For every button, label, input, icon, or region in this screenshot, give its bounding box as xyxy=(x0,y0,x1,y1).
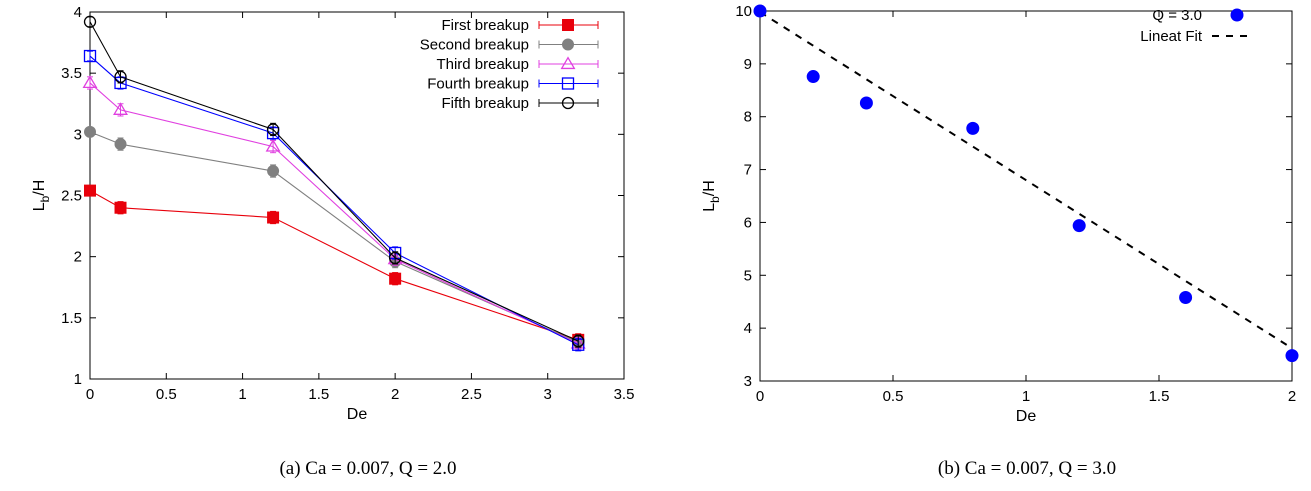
y-axis-label-tail: /H xyxy=(701,180,718,196)
y-tick-label: 1.5 xyxy=(61,310,82,327)
x-tick-label: 2.5 xyxy=(461,386,482,403)
legend-label: Q = 3.0 xyxy=(1152,7,1202,24)
data-point xyxy=(806,70,820,84)
data-point xyxy=(114,201,127,214)
x-tick-label: 1 xyxy=(1022,388,1030,405)
y-axis-label-sub: b xyxy=(708,196,722,203)
data-point xyxy=(267,165,280,178)
data-point xyxy=(266,123,280,136)
legend-label: First breakup xyxy=(441,17,529,34)
y-tick-label: 3 xyxy=(744,373,752,390)
caption-b: (b) Ca = 0.007, Q = 3.0 xyxy=(938,458,1116,479)
x-tick-label: 0.5 xyxy=(156,386,177,403)
legend: First breakup Second breakup Third breakup… xyxy=(420,17,599,112)
data-point xyxy=(83,49,97,63)
legend-marker xyxy=(561,77,575,90)
legend-label: Second breakup xyxy=(420,37,529,54)
legend-label: Fourth breakup xyxy=(427,76,529,93)
data-point xyxy=(114,70,127,83)
data-point xyxy=(1179,290,1193,304)
data-point xyxy=(389,272,402,285)
x-tick-label: 0.5 xyxy=(883,388,904,405)
caption-a: (a) Ca = 0.007, Q = 2.0 xyxy=(279,458,456,479)
panel-b: 0 0.5 1 1.5 2 3 4 5 6 7 8 9 10 De Lb/H Q = 3.0 Lineat Fi… xyxy=(655,0,1311,486)
series-line xyxy=(89,82,579,345)
data-point xyxy=(1285,349,1299,363)
y-tick-label: 5 xyxy=(744,267,752,284)
series-fit xyxy=(759,11,1293,350)
series-2 xyxy=(84,125,585,349)
x-tick-label: 3 xyxy=(544,386,552,403)
y-tick-label: 10 xyxy=(735,3,752,20)
chart-a: 0 0.5 1 1.5 2 2.5 3 3.5 1 1.5 2 2.5 3 3.5 4 De Lb/H First… xyxy=(31,4,635,479)
data-point xyxy=(113,102,128,115)
data-point xyxy=(859,96,873,110)
x-tick-label: 1.5 xyxy=(308,386,329,403)
panel-a: 0 0.5 1 1.5 2 2.5 3 3.5 1 1.5 2 2.5 3 3.5 4 De Lb/H First… xyxy=(0,0,650,486)
data-point xyxy=(267,211,280,224)
x-axis-label: De xyxy=(347,406,368,423)
data-point xyxy=(753,4,767,18)
y-tick-label: 1 xyxy=(74,371,82,388)
y-tick-label: 7 xyxy=(744,162,752,179)
x-tick-label: 0 xyxy=(86,386,94,403)
series-points xyxy=(753,4,1299,363)
data-point xyxy=(114,138,127,151)
legend-marker xyxy=(562,19,574,31)
y-tick-label: 6 xyxy=(744,214,752,231)
y-tick-label: 3.5 xyxy=(61,65,82,82)
fit-line xyxy=(759,11,1293,350)
y-axis-label: Lb/H xyxy=(701,180,722,212)
legend-marker xyxy=(562,38,574,51)
data-point xyxy=(84,184,96,197)
data-point xyxy=(84,125,96,138)
y-tick-label: 3 xyxy=(74,126,82,143)
data-point xyxy=(388,251,402,265)
data-point xyxy=(82,75,98,89)
y-axis-label: Lb/H xyxy=(31,180,52,212)
y-axis-label-tail: /H xyxy=(31,180,48,196)
y-tick-label: 2.5 xyxy=(61,188,82,205)
data-point xyxy=(83,15,97,28)
data-point xyxy=(265,138,281,152)
y-tick-label: 9 xyxy=(744,56,752,73)
x-tick-label: 1 xyxy=(238,386,246,403)
data-point xyxy=(572,334,585,348)
legend: Q = 3.0 Lineat Fit xyxy=(1140,7,1253,45)
x-axis-label: De xyxy=(1016,408,1037,425)
legend-marker xyxy=(1230,8,1244,22)
y-axis-label-main: L xyxy=(31,202,48,211)
x-tick-label: 2 xyxy=(391,386,399,403)
legend-label: Lineat Fit xyxy=(1140,28,1203,45)
x-tick-label: 3.5 xyxy=(614,386,635,403)
x-tick-label: 1.5 xyxy=(1149,388,1170,405)
y-tick-label: 4 xyxy=(744,320,752,337)
legend-marker xyxy=(560,56,576,70)
series-line xyxy=(89,131,579,343)
legend-label: Fifth breakup xyxy=(441,95,529,112)
y-tick-label: 8 xyxy=(744,109,752,126)
plot-frame xyxy=(89,11,625,380)
y-tick-label: 4 xyxy=(74,4,82,21)
chart-b: 0 0.5 1 1.5 2 3 4 5 6 7 8 9 10 De Lb/H Q = 3.0 Lineat Fi… xyxy=(701,3,1299,479)
y-axis-label-sub: b xyxy=(38,195,52,202)
x-tick-label: 0 xyxy=(756,388,764,405)
series-1 xyxy=(84,184,585,347)
data-point xyxy=(1072,219,1086,233)
x-tick-label: 2 xyxy=(1288,388,1296,405)
series-3 xyxy=(82,75,586,351)
data-point xyxy=(966,121,980,135)
series-line xyxy=(89,190,579,341)
legend-label: Third breakup xyxy=(436,56,529,73)
y-tick-label: 2 xyxy=(74,249,82,266)
legend-marker xyxy=(561,96,575,110)
series-5 xyxy=(83,15,585,348)
plot-frame xyxy=(759,10,1293,382)
y-axis-label-main: L xyxy=(701,203,718,212)
